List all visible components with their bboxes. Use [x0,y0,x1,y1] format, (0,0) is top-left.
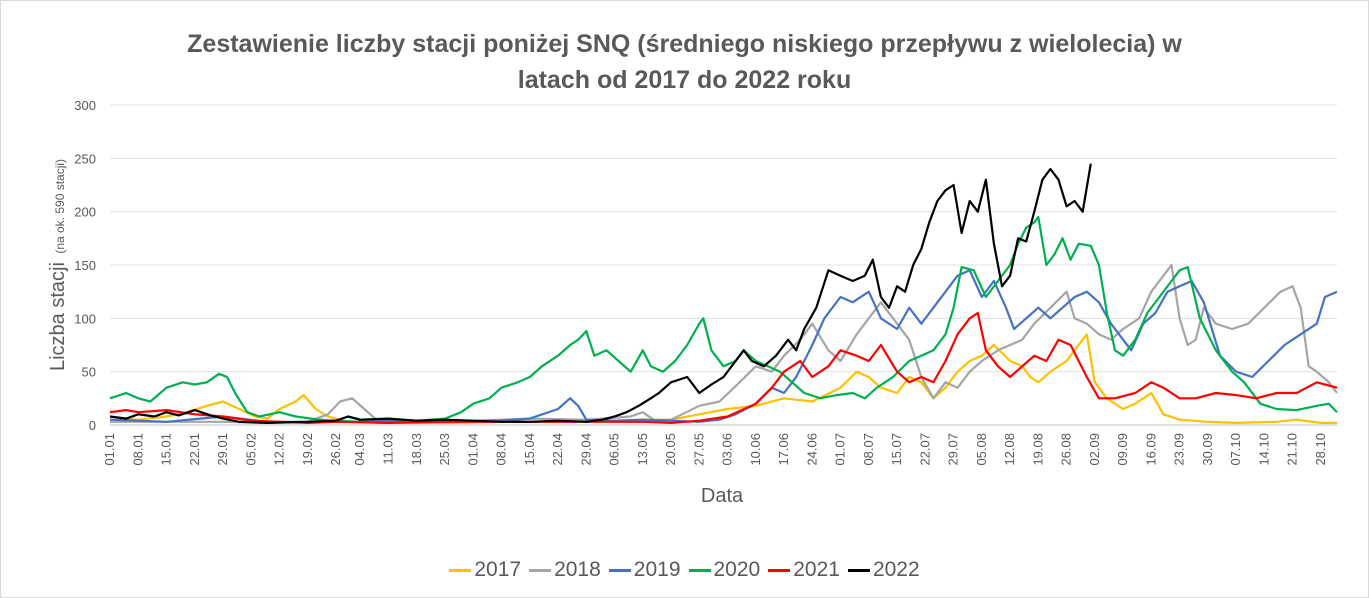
x-tick-label: 24.06 [804,433,819,466]
legend-item-2020: 2020 [688,558,761,582]
y-axis-title: Liczba stacji (na ok. 590 stacji) [47,159,69,371]
x-axis-title: Data [701,485,744,507]
x-tick-label: 08.07 [861,433,876,466]
x-tick-label: 16.09 [1143,433,1158,466]
series-line-2019 [109,269,1338,423]
legend-swatch [608,568,631,572]
x-tick-label: 17.06 [776,433,791,466]
x-tick-label: 29.07 [946,433,961,466]
x-tick-label: 02.09 [1087,433,1102,466]
y-tick-label: 150 [74,258,96,273]
x-tick-label: 01.04 [465,433,480,466]
x-tick-label: 06.05 [607,433,622,466]
legend-label: 2020 [713,558,761,581]
x-tick-label: 11.03 [380,433,395,465]
legend-item-2021: 2021 [768,558,840,582]
y-tick-label: 250 [74,151,96,166]
x-tick-label: 12.08 [1002,433,1017,466]
x-tick-label: 01.01 [102,433,117,466]
chart-title: Zestawienie liczby stacji poniżej SNQ (ś… [0,26,1369,98]
x-tick-label: 08.01 [130,433,145,466]
svg-text:Liczba stacji (na ok. 59: Liczba stacji (na ok. 590 stacji) [47,159,69,371]
series-line-2021 [109,311,1338,424]
series-line-2017 [109,333,1337,424]
x-tick-label: 04.03 [352,433,367,466]
gridlines [110,104,1337,426]
x-tick-label: 03.06 [720,433,735,466]
x-tick-label: 15.04 [522,433,537,466]
x-tick-label: 27.05 [691,433,706,466]
y-tick-label: 50 [82,365,96,380]
x-tick-label: 19.08 [1030,433,1045,466]
legend-swatch [768,568,791,572]
x-tick-label: 14.10 [1256,433,1271,466]
series-line-2018 [110,263,1338,424]
x-tick-label: 15.07 [889,433,904,466]
y-tick-label: 200 [74,205,96,220]
x-tick-label: 05.08 [974,433,989,466]
chart-title-line-2: latach od 2017 do 2022 roku [517,66,852,94]
x-tick-label: 29.04 [578,433,593,466]
x-tick-label: 01.07 [833,433,848,466]
x-tick-label: 21.10 [1285,433,1300,466]
legend-label: 2021 [793,558,840,581]
series-line-2022 [109,163,1092,424]
x-tick-label: 18.03 [409,433,424,466]
y-tick-label: 0 [89,418,96,433]
chart-legend: 2017 2018 2019 2020 2021 2022 [0,558,1369,582]
legend-item-2022: 2022 [847,558,920,582]
legend-item-2019: 2019 [608,558,681,582]
x-tick-label: 25.03 [437,433,452,466]
chart-title-line-1: Zestawienie liczby stacji poniżej SNQ (ś… [187,30,1182,58]
legend-item-2017: 2017 [449,558,521,582]
x-tick-label: 13.05 [635,433,650,466]
legend-swatch [449,568,472,572]
x-tick-label: 22.07 [917,433,932,466]
x-tick-label: 26.08 [1059,433,1074,466]
series-line-2020 [109,215,1338,424]
legend-swatch [529,568,552,572]
legend-item-2018: 2018 [529,558,601,582]
x-tick-label: 10.06 [748,433,763,466]
legend-label: 2018 [554,558,601,581]
y-axis-title-main: Liczba stacji [47,262,69,371]
x-tick-label: 29.01 [215,433,230,466]
x-tick-label: 12.02 [272,433,287,466]
x-tick-label: 28.10 [1313,433,1328,466]
y-axis-ticks: 0 50 100 150 200 250 300 [74,98,96,433]
x-tick-label: 22.01 [187,433,202,466]
legend-swatch [688,568,711,572]
series-lines [109,163,1338,424]
x-tick-label: 07.10 [1228,433,1243,466]
x-tick-label: 05.02 [243,433,258,466]
legend-label: 2019 [633,558,681,581]
x-tick-label: 09.09 [1115,433,1130,466]
y-tick-label: 300 [74,98,96,113]
x-tick-label: 15.01 [159,433,174,466]
x-tick-label: 26.02 [328,433,343,466]
x-tick-label: 08.04 [494,433,509,466]
x-tick-label: 20.05 [663,433,678,466]
x-axis-ticks: 01.01 08.01 15.01 22.01 29.01 05.02 12.02 19.02… [102,433,1328,466]
y-tick-label: 100 [74,311,96,326]
legend-swatch [847,568,870,572]
x-tick-label: 22.04 [550,433,565,466]
x-tick-label: 23.09 [1172,433,1187,466]
legend-label: 2022 [872,558,920,581]
legend-label: 2017 [474,558,522,581]
y-axis-title-sub: (na ok. 590 stacji) [53,159,67,254]
x-tick-label: 19.02 [300,433,315,466]
x-tick-label: 30.09 [1200,433,1215,466]
